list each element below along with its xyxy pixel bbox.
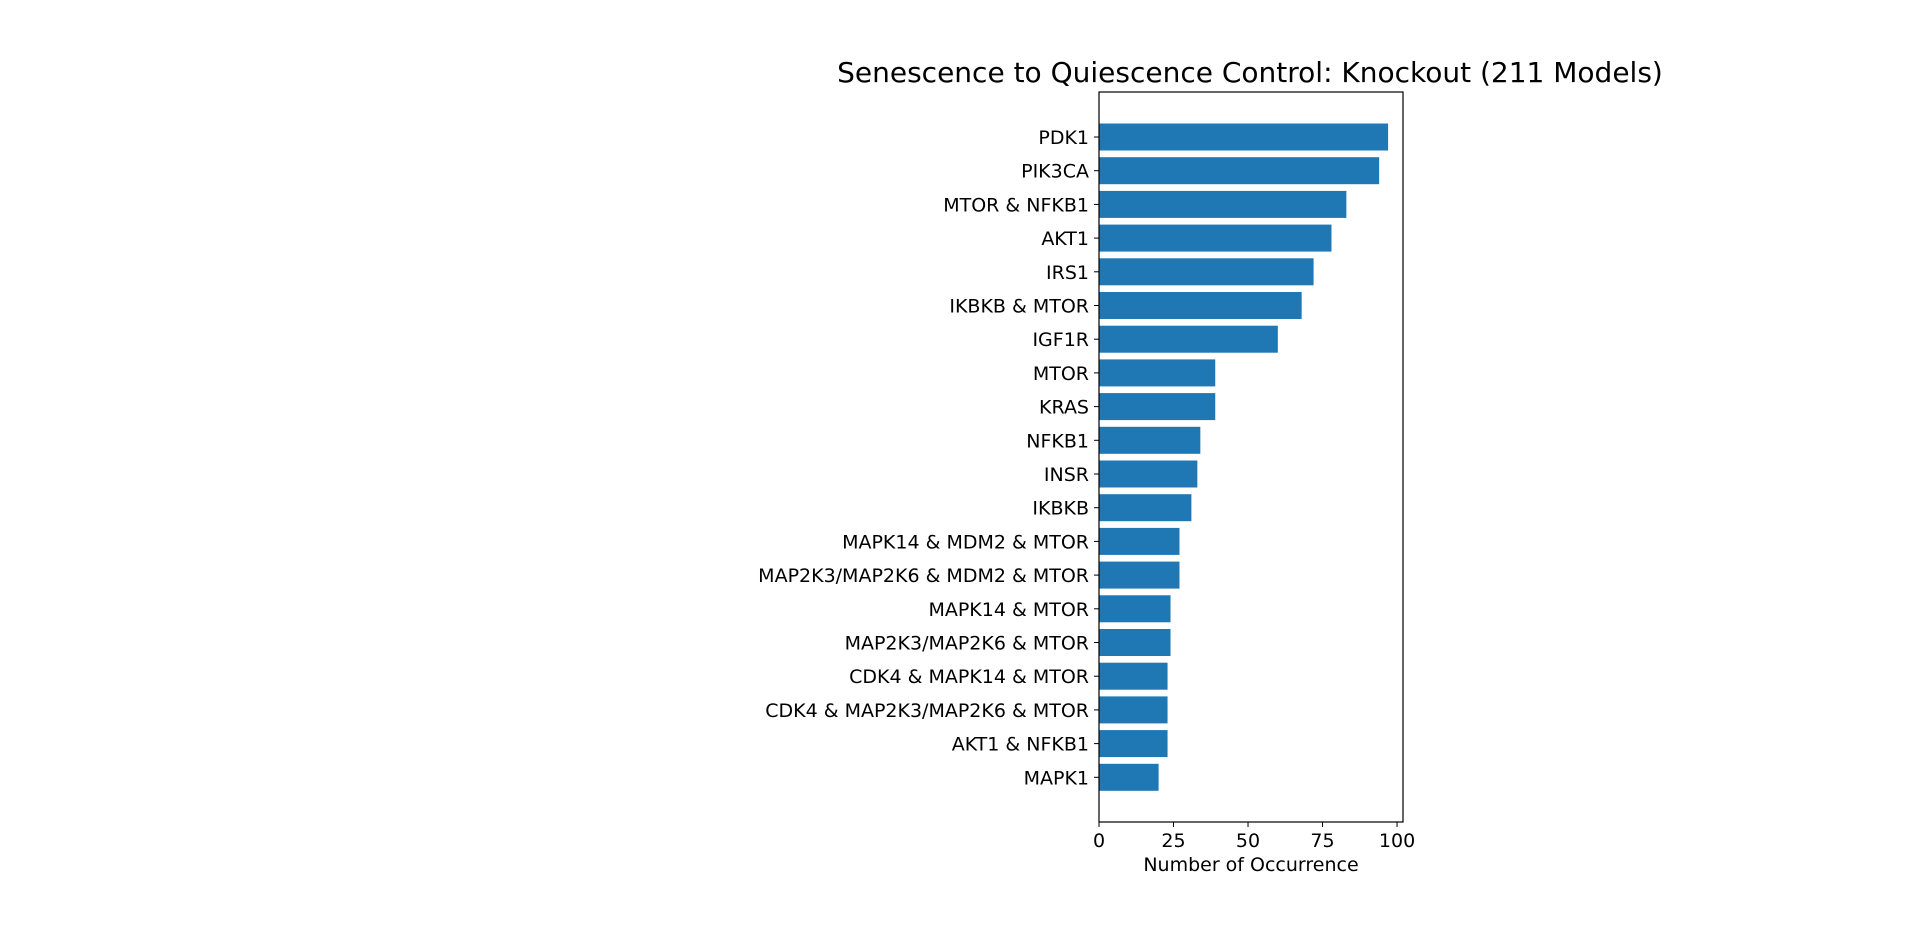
bar — [1099, 426, 1201, 454]
bar — [1099, 629, 1171, 656]
bar — [1099, 224, 1332, 252]
bar — [1099, 494, 1192, 522]
x-axis-ticks: 0 25 50 75 100 — [1093, 822, 1415, 852]
y-tick-label: MAPK14 & MTOR — [928, 599, 1089, 621]
x-tick-label: 100 — [1379, 830, 1415, 852]
bar — [1099, 696, 1168, 724]
bar — [1099, 561, 1180, 589]
y-tick-label: AKT1 — [1041, 228, 1089, 250]
y-tick-label: MAP2K3/MAP2K6 & MDM2 & MTOR — [758, 565, 1089, 587]
x-tick-label: 50 — [1236, 830, 1260, 852]
y-tick-label: PIK3CA — [1021, 161, 1089, 183]
y-tick-label: IKBKB — [1032, 498, 1089, 520]
y-tick-label: IKBKB & MTOR — [949, 296, 1089, 318]
bar — [1099, 190, 1347, 218]
x-tick-label: 25 — [1161, 830, 1185, 852]
y-tick-label: MAPK14 & MDM2 & MTOR — [842, 531, 1089, 553]
bar — [1099, 730, 1168, 758]
y-tick-label: IRS1 — [1046, 262, 1089, 284]
bar — [1099, 460, 1198, 488]
y-tick-label: PDK1 — [1038, 127, 1089, 149]
y-tick-label: MTOR — [1033, 363, 1089, 385]
bar — [1099, 595, 1171, 623]
bar — [1099, 123, 1389, 151]
y-tick-label: CDK4 & MAP2K3/MAP2K6 & MTOR — [765, 700, 1089, 722]
y-tick-label: IGF1R — [1032, 329, 1089, 351]
x-axis-label: Number of Occurrence — [1143, 854, 1358, 876]
y-tick-label: AKT1 & NFKB1 — [952, 734, 1089, 756]
bar — [1099, 393, 1216, 421]
plot-frame — [1098, 91, 1404, 823]
bar — [1099, 359, 1216, 387]
x-tick-label: 0 — [1093, 830, 1105, 852]
bar — [1099, 292, 1302, 319]
y-axis-ticks: PDK1 PIK3CA MTOR & NFKB1 AKT1 IRS1 IKBKB & MT… — [758, 127, 1099, 789]
y-tick-label: MTOR & NFKB1 — [943, 194, 1089, 216]
bar — [1099, 258, 1314, 286]
bar — [1099, 157, 1380, 185]
bars-group — [1099, 123, 1389, 791]
y-tick-label: CDK4 & MAPK14 & MTOR — [849, 666, 1089, 688]
bar — [1099, 662, 1168, 690]
bar — [1099, 527, 1180, 555]
bar — [1099, 325, 1278, 353]
x-tick-label: 75 — [1310, 830, 1334, 852]
y-tick-label: NFKB1 — [1026, 430, 1089, 452]
y-tick-label: MAPK1 — [1024, 767, 1089, 789]
y-tick-label: INSR — [1044, 464, 1089, 486]
bar — [1099, 763, 1159, 791]
y-tick-label: KRAS — [1039, 397, 1089, 419]
y-tick-label: MAP2K3/MAP2K6 & MTOR — [845, 633, 1089, 655]
chart-title: Senescence to Quiescence Control: Knocko… — [837, 56, 1663, 89]
